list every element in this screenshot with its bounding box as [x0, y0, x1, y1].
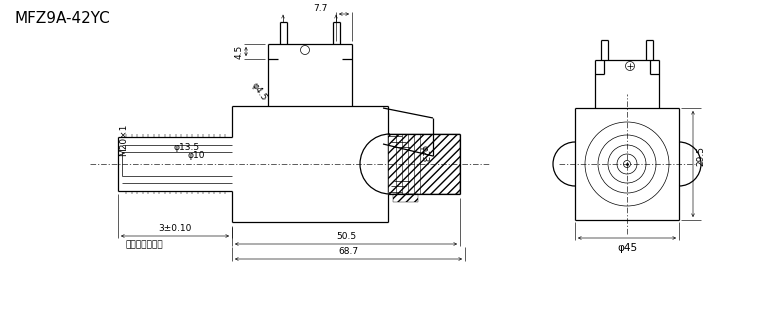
Text: 电磁铁得电位置: 电磁铁得电位置: [126, 240, 164, 249]
Bar: [388, 134, 460, 194]
Text: 29.5: 29.5: [696, 146, 705, 166]
Text: φ10: φ10: [188, 151, 205, 160]
Text: φ23: φ23: [420, 144, 429, 162]
Text: 7.7: 7.7: [313, 4, 328, 13]
Text: 50.5: 50.5: [336, 232, 356, 241]
Text: 68.7: 68.7: [338, 247, 358, 256]
Bar: [393, 194, 418, 202]
Text: 3±0.10: 3±0.10: [159, 224, 192, 233]
Text: M20×1: M20×1: [119, 124, 129, 156]
Text: MFZ9A-42YC: MFZ9A-42YC: [14, 11, 110, 26]
Text: φ45: φ45: [617, 243, 637, 253]
Text: 4.5: 4.5: [235, 45, 244, 59]
Text: φ4.5: φ4.5: [250, 81, 269, 103]
Text: φ13.5: φ13.5: [173, 143, 199, 152]
